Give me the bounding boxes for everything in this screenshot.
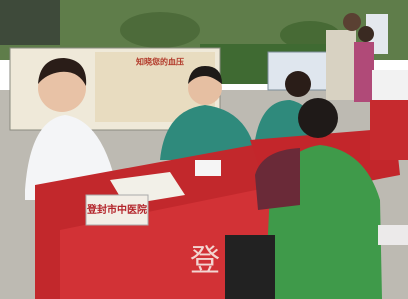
shrub [120, 12, 200, 48]
chair [378, 225, 408, 245]
name-sign-text: 登封市中医院 [86, 203, 147, 216]
bp-monitor [195, 160, 221, 176]
photo: 知晓您的血压 登 登封市中医院 [0, 0, 408, 299]
person-standing [354, 42, 374, 102]
head [343, 13, 361, 31]
hair [285, 71, 311, 97]
fence [0, 0, 60, 45]
page: {"scene": {"poster_title": "知晓您的血压", "ta… [0, 0, 408, 299]
person-standing [326, 30, 356, 100]
head [358, 26, 374, 42]
tablecloth [370, 100, 408, 160]
tablecloth-text: 登 [190, 244, 220, 279]
patient-pants [225, 235, 275, 299]
patient-hair [298, 98, 338, 138]
poster-title: 知晓您的血压 [136, 57, 184, 67]
